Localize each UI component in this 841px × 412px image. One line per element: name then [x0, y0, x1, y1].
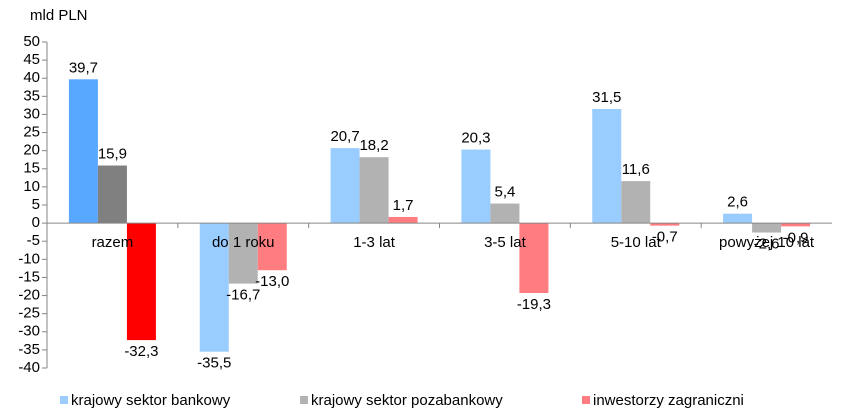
y-tick-label: -40	[18, 359, 40, 376]
bar	[228, 223, 258, 284]
bar	[621, 181, 651, 224]
data-label: -0,7	[652, 229, 678, 246]
data-label: 1,7	[393, 197, 414, 214]
y-tick-label: -25	[18, 305, 40, 322]
y-tick-label: 50	[23, 33, 40, 50]
data-label: -13,0	[255, 273, 289, 290]
data-label: 11,6	[622, 161, 650, 178]
legend-swatch	[300, 396, 308, 404]
y-axis-label: mld PLN	[30, 7, 88, 24]
legend-label: krajowy sektor pozabankowy	[311, 392, 503, 409]
data-label: 39,7	[69, 59, 98, 76]
y-tick-label: -30	[18, 323, 40, 340]
x-tick-label: 5-10 lat	[611, 234, 662, 251]
y-tick-label: 10	[23, 178, 40, 195]
bar	[97, 165, 127, 224]
bar	[199, 223, 229, 352]
y-tick-label: 35	[23, 87, 40, 104]
x-tick-label: 1-3 lat	[353, 234, 396, 251]
legend-swatch	[60, 396, 68, 404]
y-tick-label: -20	[18, 287, 40, 304]
data-label: -16,7	[226, 287, 260, 304]
data-label: 2,6	[727, 194, 748, 211]
y-tick-label: 25	[23, 124, 40, 141]
bar	[490, 203, 520, 224]
y-tick-label: -10	[18, 250, 40, 267]
bar	[257, 223, 287, 271]
bar	[68, 79, 98, 224]
bar	[592, 109, 622, 224]
y-tick-label: -35	[18, 341, 40, 358]
data-label: 15,9	[98, 145, 127, 162]
bar	[461, 149, 491, 224]
y-tick-label: 0	[32, 214, 40, 231]
y-tick-label: 45	[23, 51, 40, 68]
legend-swatch	[582, 396, 590, 404]
bar	[359, 157, 389, 224]
data-label: -0,9	[783, 229, 809, 246]
y-tick-label: 15	[23, 160, 40, 177]
x-tick-label: 3-5 lat	[484, 234, 527, 251]
x-tick-label: do 1 roku	[212, 234, 275, 251]
bar	[330, 148, 360, 224]
data-label: 31,5	[592, 89, 621, 106]
data-label: 20,7	[330, 128, 359, 145]
bar	[723, 213, 753, 224]
x-tick-label: razem	[92, 234, 134, 251]
data-label: -2,6	[754, 235, 780, 252]
bar	[519, 223, 549, 294]
bar	[388, 216, 418, 224]
y-tick-label: -15	[18, 268, 40, 285]
bar	[752, 223, 782, 233]
bar	[126, 223, 156, 341]
data-label: -32,3	[124, 343, 158, 360]
data-label: -35,5	[197, 355, 231, 372]
data-label: 5,4	[494, 184, 515, 201]
legend-label: inwestorzy zagraniczni	[593, 392, 744, 409]
y-tick-label: 5	[32, 196, 40, 213]
y-tick-label: 30	[23, 105, 40, 122]
y-tick-label: 20	[23, 142, 40, 159]
bar	[781, 223, 811, 227]
x-tick-label: powyżej 10 lat	[719, 234, 815, 251]
y-tick-label: 40	[23, 69, 40, 86]
legend-label: krajowy sektor bankowy	[71, 392, 231, 409]
data-label: -19,3	[517, 296, 551, 313]
y-tick-label: -5	[27, 232, 40, 249]
data-label: 20,3	[461, 130, 490, 147]
bar	[650, 223, 680, 226]
data-label: 18,2	[359, 137, 388, 154]
